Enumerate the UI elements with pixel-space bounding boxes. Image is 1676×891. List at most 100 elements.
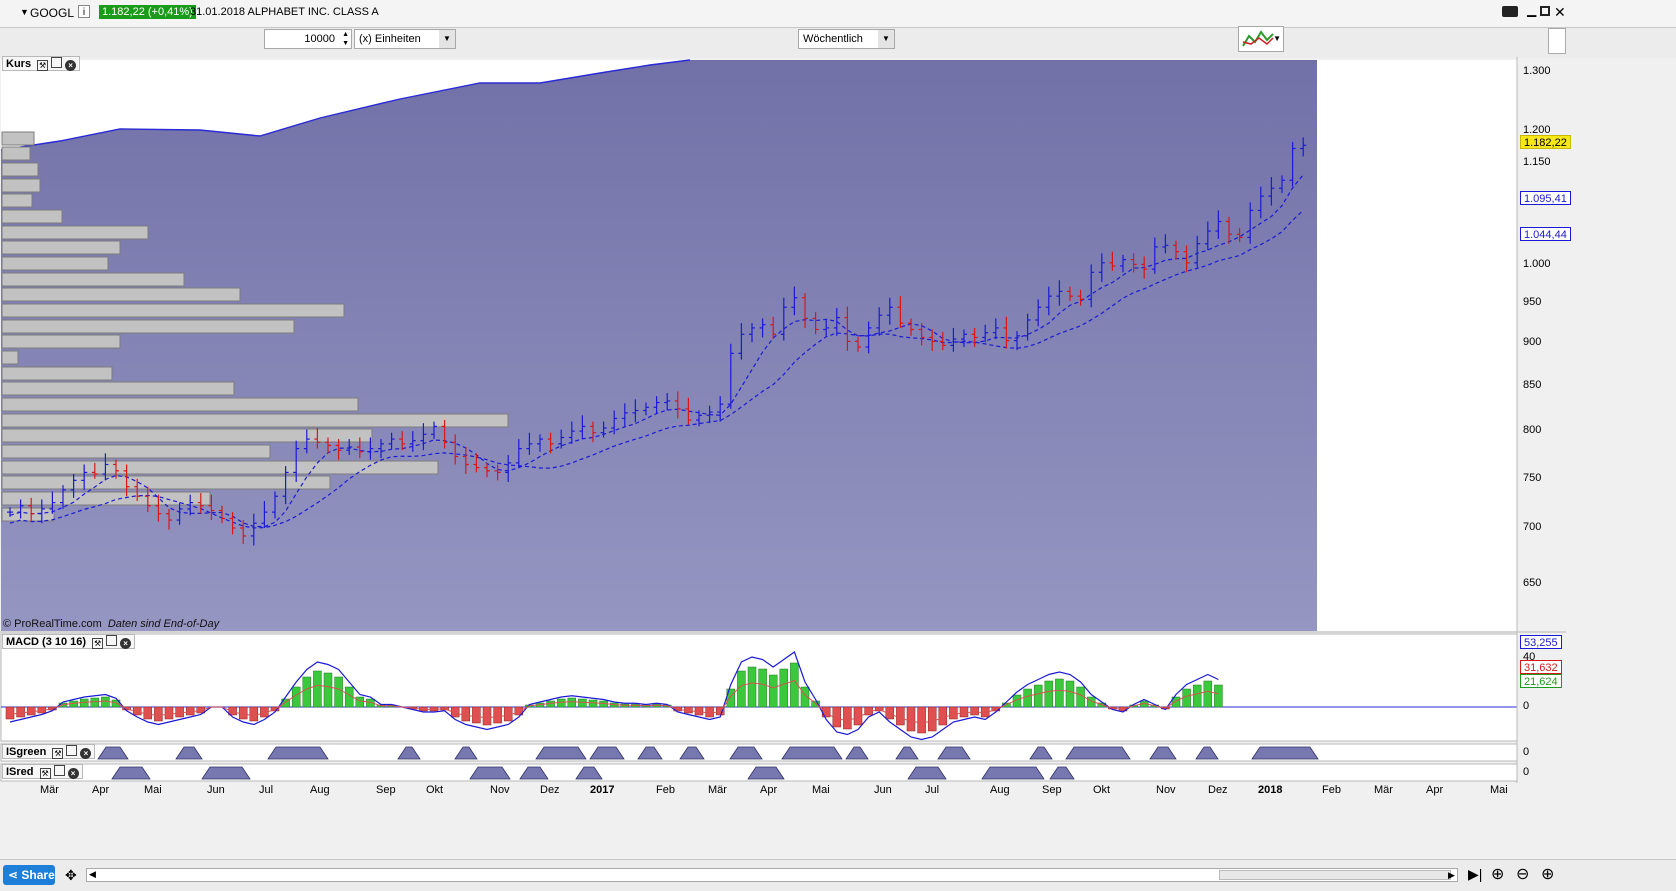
price-bar — [1014, 331, 1020, 351]
macd-bar — [90, 697, 100, 708]
price-bar — [547, 432, 554, 454]
side-tool-icon[interactable] — [1548, 28, 1566, 54]
volume-profile-bar — [1, 350, 19, 365]
isred-tick: 0 — [1523, 766, 1530, 778]
maximize-icon[interactable] — [1540, 6, 1550, 16]
zoom-fit-icon[interactable]: ⊕ — [1491, 866, 1505, 883]
price-bar — [187, 494, 194, 516]
info-icon[interactable]: i — [78, 5, 90, 18]
period-select-value: Wöchentlich — [803, 33, 863, 45]
window-icon[interactable] — [51, 57, 63, 68]
price-bar — [897, 296, 904, 328]
price-bar — [346, 439, 353, 455]
time-tick: Feb — [1322, 784, 1341, 796]
price-bar — [1003, 316, 1010, 349]
units-select[interactable]: (x) Einheiten ▼ — [354, 29, 456, 49]
price-bar — [272, 491, 278, 519]
close-icon[interactable]: ✕ — [1554, 4, 1566, 20]
price-bar — [1173, 240, 1179, 260]
macd-bar — [514, 706, 524, 716]
price-bar — [70, 474, 77, 498]
price-bar — [441, 420, 448, 449]
close-panel-icon[interactable]: × — [120, 638, 132, 649]
price-bar — [494, 464, 501, 481]
macd-bar — [1055, 678, 1064, 708]
chevron-down-icon[interactable]: ▼ — [878, 30, 894, 48]
price-bar — [961, 329, 967, 347]
price-bar — [197, 493, 204, 514]
close-panel-icon[interactable]: × — [80, 748, 92, 759]
isgreen-signal — [895, 746, 919, 760]
price-bar — [950, 327, 957, 352]
window-icon[interactable] — [53, 765, 65, 776]
volume-profile-bar — [1, 146, 31, 161]
macd-bar — [1065, 680, 1075, 708]
wrench-icon[interactable]: ⚒ — [37, 60, 49, 71]
macd-bar — [355, 696, 365, 708]
time-tick: Jul — [259, 784, 274, 796]
time-tick: Nov — [490, 784, 510, 796]
price-bar — [855, 336, 861, 352]
isred-signal — [111, 766, 151, 780]
chevron-down-icon[interactable]: ▼ — [439, 30, 455, 48]
quantity-stepper-icon[interactable]: ▲ ▼ — [342, 31, 349, 47]
price-bar — [844, 306, 851, 351]
share-button[interactable]: ⋖ Share — [3, 865, 55, 885]
time-tick: Okt — [1093, 784, 1111, 796]
price-panel-label: Kurs — [6, 58, 32, 70]
price-bar — [759, 318, 766, 338]
price-bar — [1088, 264, 1095, 308]
chart-style-icon[interactable]: ▼ — [1238, 26, 1284, 52]
keyboard-icon[interactable] — [1502, 6, 1518, 17]
volume-profile-bar — [1, 272, 185, 287]
chart-style-graphic — [1242, 30, 1274, 47]
price-bar — [1067, 286, 1073, 301]
wrench-icon[interactable]: ⚒ — [52, 748, 64, 759]
price-bar — [717, 396, 724, 422]
crosshair-cursor-icon[interactable]: ✥ — [65, 867, 77, 883]
macd-bar — [843, 706, 852, 730]
window-icon[interactable] — [66, 745, 78, 756]
price-bar — [918, 323, 925, 346]
price-tick: 850 — [1523, 379, 1542, 391]
price-bar — [38, 499, 45, 524]
scrollbar-thumb[interactable] — [1219, 870, 1451, 880]
price-bar — [1151, 237, 1158, 274]
quantity-input[interactable]: 10000 ▲ ▼ — [264, 29, 352, 49]
symbol-label[interactable]: GOOGL — [30, 6, 75, 20]
wrench-icon[interactable]: ⚒ — [92, 638, 104, 649]
price-bar — [240, 520, 247, 544]
price-bar — [1120, 254, 1126, 273]
close-panel-icon[interactable]: × — [65, 60, 77, 71]
price-tick: 1.000 — [1523, 258, 1551, 270]
next-bar-icon[interactable]: ▶| — [1468, 866, 1483, 882]
time-tick: Okt — [426, 784, 444, 796]
zoom-in-icon[interactable]: ⊕ — [1541, 866, 1555, 883]
macd-bar — [959, 706, 969, 718]
price-bar — [113, 459, 119, 479]
macd-bar — [238, 706, 248, 720]
horizontal-scrollbar[interactable]: ◀ — [86, 868, 1458, 882]
quantity-value: 10000 — [304, 33, 335, 45]
isgreen-signals — [97, 746, 1319, 760]
price-bar — [632, 399, 639, 423]
scroll-left-icon[interactable]: ◀ — [89, 869, 96, 879]
price-bar — [1130, 253, 1137, 273]
symbol-dropdown-icon[interactable]: ▼ — [20, 7, 29, 17]
isgreen-signal — [1029, 746, 1053, 760]
zoom-out-icon[interactable]: ⊖ — [1516, 866, 1530, 883]
scroll-right-icon[interactable]: ▶ — [1448, 870, 1455, 880]
isgreen-signal — [1251, 746, 1319, 760]
macd-bar — [101, 696, 110, 708]
isgreen-signal — [637, 746, 663, 760]
wrench-icon[interactable]: ⚒ — [39, 768, 51, 779]
close-panel-icon[interactable]: × — [67, 768, 79, 779]
volume-profile-bar — [1, 366, 113, 381]
macd-bar — [1012, 694, 1022, 708]
price-bar — [600, 421, 607, 438]
window-icon[interactable] — [106, 635, 118, 646]
period-select[interactable]: Wöchentlich ▼ — [798, 29, 895, 49]
chevron-down-icon[interactable]: ▼ — [1273, 34, 1281, 43]
minimize-icon[interactable]: ▁ — [1527, 3, 1537, 17]
